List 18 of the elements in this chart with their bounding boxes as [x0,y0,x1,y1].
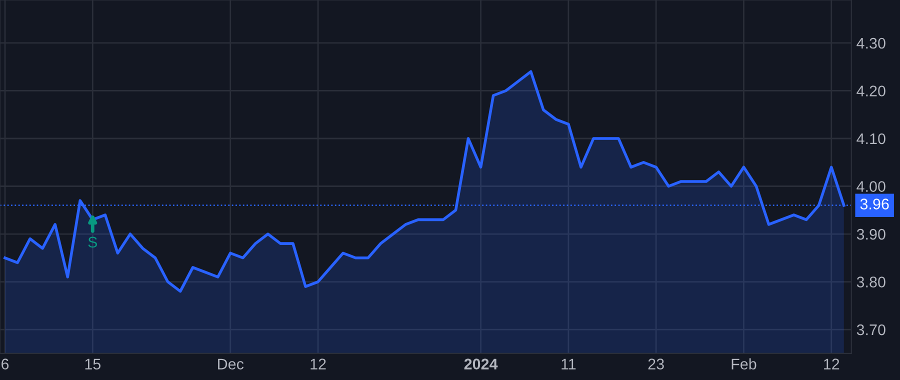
x-tick-label: Dec [218,358,244,370]
x-tick-label: Feb [732,358,756,370]
y-tick-label: 3.70 [856,324,886,336]
x-tick-label: 12 [310,358,326,370]
y-tick-label: 4.10 [856,133,886,144]
ref-line-label: 3.96 [860,198,889,210]
x-tick-label: 23 [648,358,664,370]
y-tick-label: 3.90 [856,228,886,240]
y-tick-label: 3.80 [856,276,886,288]
y-tick-label: 4.20 [856,86,886,96]
x-tick-label: 2024 [464,358,498,370]
y-tick-label: 4.30 [856,38,886,49]
x-tick-label: 12 [824,358,840,370]
x-tick-label: 11 [562,358,576,370]
x-tick-label: 15 [85,358,101,370]
x-tick-label: 6 [2,358,9,370]
annotation: S [88,236,98,248]
y-tick-label: 4.00 [856,181,886,192]
